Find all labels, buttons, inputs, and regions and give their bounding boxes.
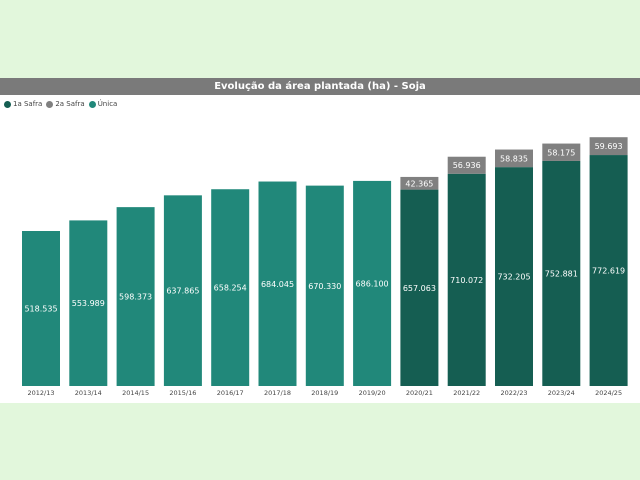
data-label: 686.100 [356,279,389,288]
bar-única-2019-20[interactable] [353,180,392,386]
x-tick-label: 2017/18 [264,389,291,397]
x-tick-label: 2016/17 [217,389,244,397]
bar-1a-safra-2022-23[interactable] [495,167,533,386]
legend-item-unica[interactable]: Única [88,100,118,108]
x-tick-label: 2020/21 [406,389,433,397]
data-label: 752.881 [545,269,578,278]
bar-2a-safra-2020-21[interactable] [400,176,439,190]
legend-dot-icon [88,100,96,108]
data-label: 58.835 [500,154,528,163]
bar-2a-safra-2021-22[interactable] [447,156,486,174]
data-label: 598.373 [119,293,152,302]
x-tick-label: 2019/20 [359,389,386,397]
x-tick-label: 2012/13 [27,389,54,397]
bar-2a-safra-2023-24[interactable] [542,143,581,161]
bar-única-2012-13[interactable] [22,231,60,386]
legend-label: 2a Safra [55,100,85,108]
bar-2a-safra-2022-23[interactable] [495,149,533,168]
chart-panel: Evolução da área plantada (ha) - Soja 1a… [0,78,640,403]
bar-única-2017-18[interactable] [258,181,297,386]
legend-dot-icon [4,100,11,108]
bar-chart: 518.535 2012/13 553.989 2013/14 598.373 2014/… [22,137,628,397]
bar-única-2016-17[interactable] [211,189,250,386]
bar-única-2015-16[interactable] [163,195,202,386]
data-label: 657.063 [403,284,436,293]
x-tick-label: 2013/14 [75,389,102,397]
data-label: 684.045 [261,280,294,289]
legend-label: Única [97,100,118,108]
bar-única-2014-15[interactable] [116,207,155,386]
legend-item-1a-safra[interactable]: 1a Safra [4,100,42,108]
data-label: 518.535 [24,305,57,314]
data-label: 42.365 [405,179,433,188]
data-label: 710.072 [450,276,483,285]
x-tick-label: 2022/23 [500,389,527,397]
data-label: 670.330 [308,282,341,291]
bar-1a-safra-2020-21[interactable] [400,189,439,386]
legend-dot-icon [46,100,54,108]
data-label: 56.936 [453,161,481,170]
legend-item-2a-safra[interactable]: 2a Safra [46,100,85,108]
x-tick-label: 2021/22 [453,389,480,397]
data-label: 732.205 [497,273,530,282]
chart-title: Evolução da área plantada (ha) - Soja [0,78,640,95]
data-label: 772.619 [592,267,625,276]
x-tick-label: 2018/19 [311,389,338,397]
x-tick-label: 2024/25 [595,389,622,397]
data-label: 58.175 [547,148,575,157]
data-label: 637.865 [166,287,199,296]
legend-label: 1a Safra [13,100,43,108]
bar-1a-safra-2021-22[interactable] [447,173,486,386]
data-label: 553.989 [72,299,105,308]
data-label: 658.254 [214,284,247,293]
data-label: 59.693 [595,142,623,151]
bar-única-2013-14[interactable] [69,220,108,386]
bar-1a-safra-2023-24[interactable] [542,160,581,386]
legend: 1a Safra 2a Safra Única [4,98,121,110]
bar-única-2018-19[interactable] [305,185,344,386]
bar-2a-safra-2024-25[interactable] [589,137,628,156]
x-tick-label: 2014/15 [122,389,149,397]
x-tick-label: 2023/24 [548,389,575,397]
bar-1a-safra-2024-25[interactable] [589,155,628,386]
x-tick-label: 2015/16 [169,389,196,397]
